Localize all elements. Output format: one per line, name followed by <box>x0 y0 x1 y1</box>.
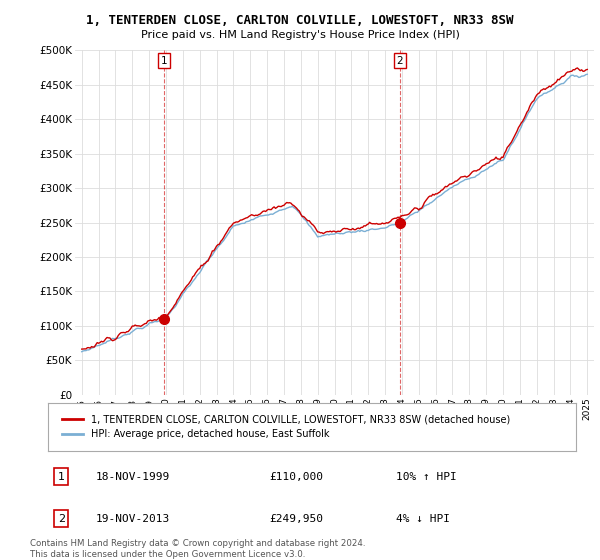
Text: Contains HM Land Registry data © Crown copyright and database right 2024.
This d: Contains HM Land Registry data © Crown c… <box>30 539 365 559</box>
Text: 2: 2 <box>397 56 403 66</box>
Text: 18-NOV-1999: 18-NOV-1999 <box>95 472 170 482</box>
Text: 4% ↓ HPI: 4% ↓ HPI <box>397 514 451 524</box>
Text: 1: 1 <box>161 56 167 66</box>
Text: 2: 2 <box>58 514 65 524</box>
Text: 1: 1 <box>58 472 65 482</box>
Text: 19-NOV-2013: 19-NOV-2013 <box>95 514 170 524</box>
Text: 1, TENTERDEN CLOSE, CARLTON COLVILLE, LOWESTOFT, NR33 8SW: 1, TENTERDEN CLOSE, CARLTON COLVILLE, LO… <box>86 14 514 27</box>
Text: Price paid vs. HM Land Registry's House Price Index (HPI): Price paid vs. HM Land Registry's House … <box>140 30 460 40</box>
Legend: 1, TENTERDEN CLOSE, CARLTON COLVILLE, LOWESTOFT, NR33 8SW (detached house), HPI:: 1, TENTERDEN CLOSE, CARLTON COLVILLE, LO… <box>58 410 514 444</box>
Text: 10% ↑ HPI: 10% ↑ HPI <box>397 472 457 482</box>
Text: £110,000: £110,000 <box>270 472 324 482</box>
Text: £249,950: £249,950 <box>270 514 324 524</box>
